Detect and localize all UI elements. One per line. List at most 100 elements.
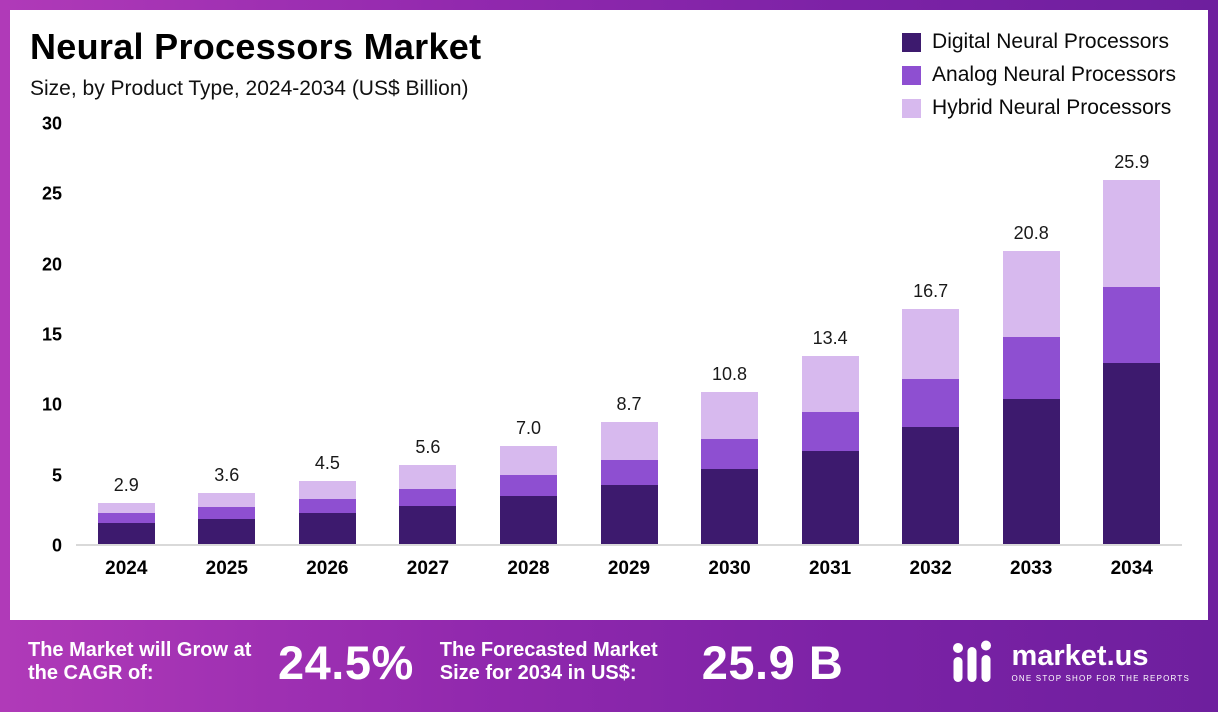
chart-header: Neural Processors Market Size, by Produc… <box>30 26 1182 120</box>
stacked-bar <box>1103 179 1161 544</box>
bar-segment <box>801 355 859 412</box>
chart-body: 0 5 10 15 20 25 30 2.9 3.6 4.5 5.6 7.0 8.7 10.8 13.4 1… <box>30 114 1182 556</box>
bar-segment <box>298 499 356 514</box>
bar-column: 7.0 <box>478 124 579 544</box>
legend: Digital Neural Processors Analog Neural P… <box>902 26 1182 120</box>
stacked-bar <box>399 465 457 544</box>
chart-card: Neural Processors Market Size, by Produc… <box>10 10 1208 620</box>
forecast-label: The Forecasted Market Size for 2034 in U… <box>439 639 658 684</box>
bar-column: 13.4 <box>780 124 881 544</box>
stacked-bar <box>499 445 557 544</box>
x-axis-label: 2034 <box>1110 558 1153 579</box>
bar-total-label: 8.7 <box>616 393 642 414</box>
x-axis-label: 2033 <box>1010 558 1053 579</box>
bar-column: 8.7 <box>579 124 680 544</box>
y-axis-label: 25 <box>41 183 62 204</box>
brand-logo: market.us ONE STOP SHOP FOR THE REPORTS <box>951 638 1190 687</box>
legend-swatch <box>902 32 922 52</box>
stacked-bar <box>97 503 155 544</box>
bar-segment <box>399 465 457 490</box>
bar-segment <box>1002 399 1060 544</box>
market-us-logo-icon <box>951 638 1001 687</box>
bar-segment <box>600 484 658 544</box>
legend-label: Analog Neural Processors <box>932 63 1176 86</box>
bar-segment <box>801 411 859 452</box>
bar-segment <box>1103 286 1161 363</box>
y-axis-label: 15 <box>41 324 62 345</box>
y-axis-label: 30 <box>41 113 62 134</box>
stacked-bar <box>801 355 859 544</box>
legend-swatch <box>902 98 922 118</box>
bar-segment <box>902 309 960 380</box>
legend-swatch <box>902 65 922 85</box>
bar-total-label: 4.5 <box>314 452 340 473</box>
stacked-bar <box>902 309 960 544</box>
brand-text-block: market.us ONE STOP SHOP FOR THE REPORTS <box>1011 639 1190 683</box>
x-axis-label: 2029 <box>607 558 651 579</box>
bar-total-label: 2.9 <box>113 475 139 496</box>
stacked-bar <box>298 480 356 544</box>
bar-segment <box>902 427 960 544</box>
bar-column: 20.8 <box>981 124 1082 544</box>
legend-label: Digital Neural Processors <box>932 30 1169 53</box>
bar-segment <box>499 496 557 544</box>
cagr-value: 24.5% <box>278 635 414 689</box>
x-axis-label: 2025 <box>205 558 248 579</box>
bar-total-label: 7.0 <box>515 417 541 438</box>
bar-segment <box>198 507 256 519</box>
bar-segment <box>902 379 960 428</box>
x-axis-label: 2027 <box>406 558 450 579</box>
y-axis: 0 5 10 15 20 25 30 <box>30 114 76 556</box>
bar-segment <box>499 445 557 476</box>
x-axis-label: 2032 <box>909 558 952 579</box>
bar-segment <box>97 513 155 523</box>
y-axis-label: 10 <box>41 394 62 415</box>
brand-name: market.us <box>1011 639 1149 672</box>
stacked-bar <box>701 392 759 544</box>
bar-segment <box>1103 179 1161 287</box>
bar-segment <box>1002 337 1060 400</box>
bar-segment <box>198 493 256 508</box>
bar-total-label: 10.8 <box>712 364 748 385</box>
legend-label: Hybrid Neural Processors <box>932 96 1172 119</box>
legend-item: Digital Neural Processors <box>902 30 1176 54</box>
stacked-bar <box>1002 251 1060 544</box>
footer-band: The Market will Grow at the CAGR of: 24.… <box>0 620 1218 712</box>
bar-segment <box>701 392 759 439</box>
bar-total-label: 13.4 <box>812 327 848 348</box>
bar-segment <box>701 469 759 544</box>
bar-total-label: 25.9 <box>1114 151 1150 172</box>
bar-column: 16.7 <box>880 124 981 544</box>
bar-segment <box>600 421 658 460</box>
bar-segment <box>600 459 658 485</box>
title-block: Neural Processors Market Size, by Produc… <box>30 26 481 101</box>
bar-segment <box>198 518 256 544</box>
bar-segment <box>1002 251 1060 338</box>
bar-column: 4.5 <box>277 124 378 544</box>
y-axis-label: 5 <box>51 465 62 486</box>
bar-segment <box>97 522 155 544</box>
x-axis-label: 2024 <box>105 558 148 579</box>
bar-segment <box>298 513 356 544</box>
bar-total-label: 3.6 <box>214 465 240 486</box>
x-axis: 2024 2025 2026 2027 2028 2029 2030 2031 2032 2033… <box>76 558 1182 580</box>
x-axis-label: 2026 <box>306 558 349 579</box>
bar-segment <box>801 451 859 544</box>
bar-segment <box>701 438 759 470</box>
legend-item: Analog Neural Processors <box>902 63 1176 87</box>
y-axis-label: 0 <box>51 535 62 556</box>
brand-tagline: ONE STOP SHOP FOR THE REPORTS <box>1011 673 1190 683</box>
y-axis-label: 20 <box>41 254 62 275</box>
bar-total-label: 20.8 <box>1013 223 1049 244</box>
bar-column: 3.6 <box>177 124 278 544</box>
x-axis-label: 2031 <box>808 558 852 579</box>
bar-column: 10.8 <box>679 124 780 544</box>
forecast-value: 25.9 B <box>701 635 844 689</box>
legend-item: Hybrid Neural Processors <box>902 96 1176 120</box>
cagr-label: The Market will Grow at the CAGR of: <box>28 639 252 684</box>
bar-total-label: 16.7 <box>913 281 949 302</box>
x-axis-label: 2030 <box>708 558 751 579</box>
bar-segment <box>1103 362 1161 544</box>
chart-subtitle: Size, by Product Type, 2024-2034 (US$ Bi… <box>30 77 469 100</box>
bar-segment <box>298 480 356 500</box>
